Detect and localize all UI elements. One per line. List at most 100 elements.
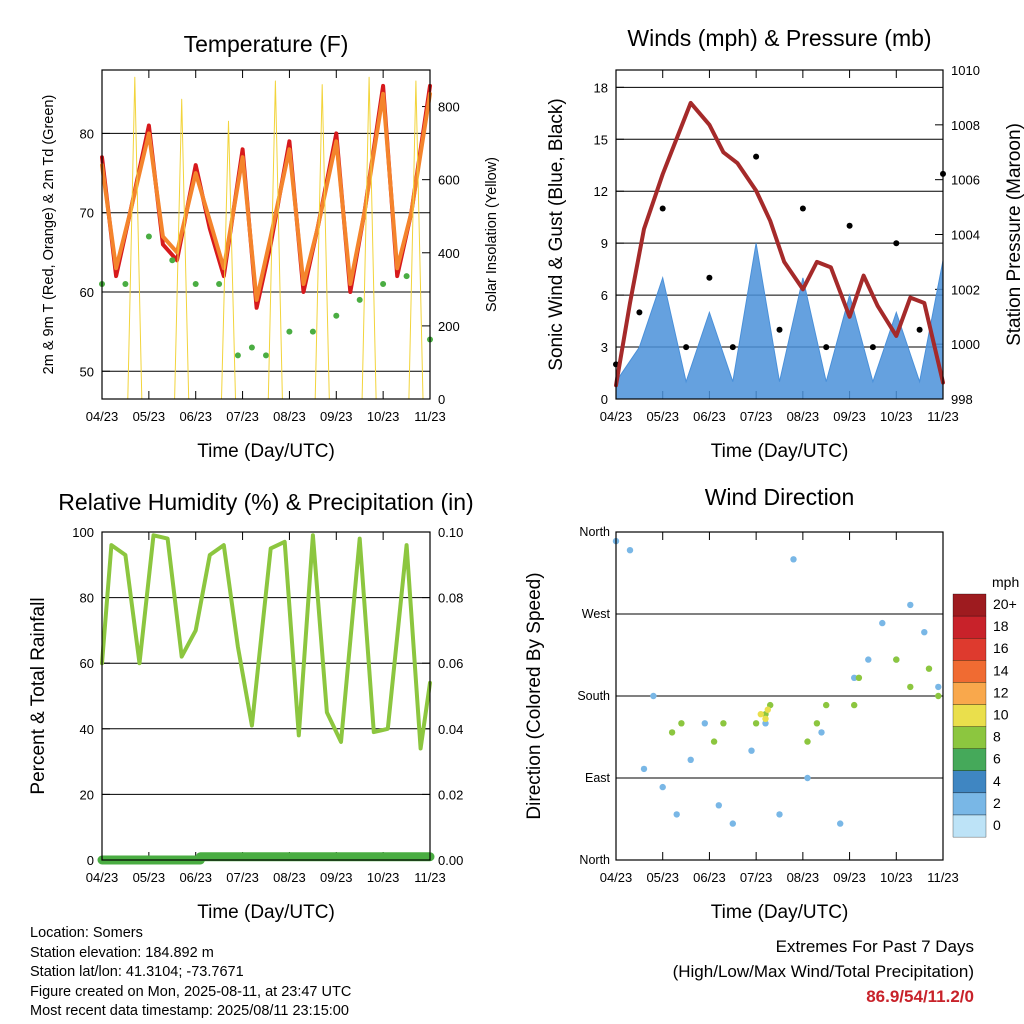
plot-frame — [615, 531, 944, 861]
y2-tick-label: 0.00 — [438, 853, 463, 868]
series-point — [790, 556, 797, 563]
y2-tick-label: 1008 — [951, 118, 980, 133]
y2-tick-label: 0.02 — [438, 787, 463, 802]
x-axis-label: Time (Day/UTC) — [197, 441, 335, 462]
x-tick-label: 10/23 — [367, 870, 400, 885]
series-point — [636, 309, 643, 316]
x-tick-label: 05/23 — [646, 870, 679, 885]
x-tick-label: 09/23 — [833, 870, 866, 885]
station-latlon: Station lat/lon: 41.3104; -73.7671 — [30, 964, 244, 981]
y-tick-label: 9 — [601, 236, 608, 251]
x-tick-label: 04/23 — [600, 409, 633, 424]
legend-swatch — [952, 660, 987, 683]
x-tick-label: 10/23 — [880, 870, 913, 885]
legend-label: 10 — [993, 707, 1009, 723]
series-line — [100, 533, 432, 751]
series-point — [752, 720, 760, 727]
y-tick-label: North — [579, 525, 610, 539]
x-tick-label: 07/23 — [226, 870, 259, 885]
y-axis-label: Sonic Wind & Gust (Blue, Black) — [546, 98, 567, 370]
y-tick-label: 20 — [80, 787, 94, 802]
series-point — [879, 619, 886, 627]
legend-swatch — [952, 726, 987, 749]
series-point — [799, 205, 806, 212]
series-point — [823, 701, 830, 709]
series-point — [248, 344, 255, 351]
humidity-precip-panel: Relative Humidity (%) & Precipitation (i… — [28, 489, 474, 923]
series-point — [893, 656, 900, 663]
series-point — [687, 756, 694, 763]
x-tick-label: 11/23 — [927, 870, 959, 885]
series-point — [762, 715, 769, 722]
extremes-title: Extremes For Past 7 Days — [775, 937, 974, 956]
x-tick-label: 04/23 — [86, 409, 119, 424]
y-tick-label: 3 — [601, 340, 608, 355]
series-point — [757, 711, 764, 718]
legend-swatch — [952, 593, 987, 617]
series-point — [715, 802, 722, 809]
y2-tick-label: 0.10 — [438, 525, 463, 540]
chart-title: Winds (mph) & Pressure (mb) — [627, 25, 931, 51]
series-point — [935, 683, 942, 691]
y-tick-label: 60 — [80, 285, 94, 300]
series-point — [710, 738, 718, 745]
y-tick-label: 0 — [87, 853, 94, 868]
y2-axis-label: Station Pressure (Maroon) — [1004, 123, 1024, 346]
y2-tick-label: 1006 — [951, 173, 980, 188]
y-tick-label: 80 — [80, 126, 94, 141]
x-tick-label: 06/23 — [179, 870, 212, 885]
y2-tick-label: 0.04 — [438, 722, 463, 737]
extremes-values: 86.9/54/11.2/0 — [866, 987, 974, 1006]
series-point — [668, 729, 676, 736]
x-axis-label: Time (Day/UTC) — [711, 441, 849, 462]
series-point — [804, 774, 811, 782]
x-tick-label: 05/23 — [133, 409, 166, 424]
series-point — [683, 344, 690, 351]
recent-timestamp: Most recent data timestamp: 2025/08/11 2… — [30, 1003, 349, 1020]
y-tick-label: West — [582, 607, 611, 621]
y2-tick-label: 0 — [438, 392, 445, 407]
series-point — [925, 665, 933, 672]
series-point — [855, 674, 863, 681]
winds-pressure-panel: Winds (mph) & Pressure (mb) Time (Day/UTC… — [546, 25, 1024, 462]
series-point — [907, 601, 914, 609]
series-point — [916, 326, 923, 333]
plot-frame — [615, 69, 944, 400]
y2-tick-label: 600 — [438, 173, 460, 188]
x-tick-label: 06/23 — [693, 409, 726, 424]
x-tick-label: 11/23 — [927, 409, 959, 424]
y-tick-label: 6 — [601, 288, 608, 303]
legend-label: 6 — [993, 751, 1001, 767]
legend-title: mph — [992, 574, 1019, 590]
y-tick-label: 15 — [594, 132, 608, 147]
x-tick-label: 07/23 — [740, 870, 773, 885]
series-point — [729, 820, 736, 827]
series-point — [216, 281, 223, 287]
series-line — [127, 76, 424, 400]
y-tick-label: 80 — [80, 591, 94, 606]
y-tick-label: 50 — [80, 364, 94, 379]
x-tick-label: 11/23 — [414, 870, 446, 885]
x-axis-label: Time (Day/UTC) — [711, 902, 849, 923]
series-point — [776, 326, 783, 333]
extremes-subtitle: (High/Low/Max Wind/Total Precipitation) — [672, 962, 974, 981]
series-point — [893, 240, 900, 247]
y2-tick-label: 1010 — [951, 63, 980, 78]
series-point — [851, 674, 858, 681]
series-point — [753, 153, 760, 160]
series-point — [673, 811, 680, 818]
series-point — [650, 692, 657, 700]
station-elevation: Station elevation: 184.892 m — [30, 944, 214, 961]
series-point — [776, 811, 783, 818]
y-tick-label: North — [579, 853, 610, 867]
series-point — [145, 233, 152, 240]
series-line — [100, 91, 432, 302]
series-point — [234, 352, 241, 359]
legend-swatch — [952, 814, 987, 838]
temperature-panel: Temperature (F) Time (Day/UTC) 2m & 9m T (… — [41, 31, 500, 462]
x-tick-label: 05/23 — [133, 870, 166, 885]
legend-swatch — [952, 770, 987, 794]
plot-frame — [101, 531, 431, 861]
series-point — [764, 706, 771, 713]
legend-label: 14 — [993, 662, 1009, 678]
